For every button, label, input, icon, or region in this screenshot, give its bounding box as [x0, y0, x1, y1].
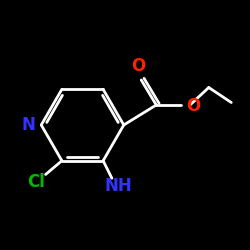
Text: N: N	[22, 116, 36, 134]
Text: O: O	[132, 57, 146, 75]
Text: NH: NH	[104, 177, 132, 195]
Text: Cl: Cl	[27, 173, 44, 191]
Text: O: O	[186, 97, 200, 115]
